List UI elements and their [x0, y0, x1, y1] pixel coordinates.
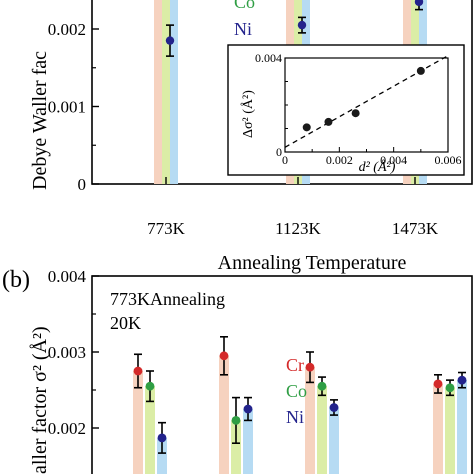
- panel-b-legend-cr: Cr: [286, 355, 304, 375]
- panel-b-point-ni-2: [329, 403, 339, 412]
- panel-a-band-co-0: [162, 0, 170, 184]
- inset-x-tick-label-3: 0.006: [435, 153, 462, 167]
- panel-b-legend-co: Co: [286, 381, 307, 401]
- panel-b-bar-cr-0: [133, 371, 143, 474]
- panel-a-y-tick-label-1: 0.001: [48, 98, 86, 117]
- panel-b-point-ni-3: [457, 375, 467, 385]
- panel-b-y-axis-label: aller factor σ² (Å²): [29, 326, 51, 474]
- panel-a-point-ni-0: [165, 36, 175, 45]
- inset-x-tick-label-1: 0.002: [326, 153, 353, 167]
- panel-b-point-ni-0: [157, 433, 167, 443]
- panel-a-x-tick-label-1: 1123K: [275, 219, 321, 238]
- panel-b-annotation-line1: 773KAnnealing: [110, 289, 225, 309]
- inset-point-0: [302, 123, 311, 132]
- panel-b-bar-co-0: [145, 386, 155, 474]
- panel-a-y-tick-label-0: 0: [78, 175, 87, 194]
- panel-b-bar-cr-3: [433, 383, 443, 474]
- panel-b-y-tick-label-2: 0.004: [48, 267, 87, 286]
- panel-a-legend-co: Co: [234, 0, 255, 12]
- panel-b-point-cr-1: [219, 351, 229, 361]
- inset-x-tick-label-2: 0.004: [380, 153, 407, 167]
- panel-a-band-cr-0: [154, 0, 162, 184]
- panel-b-point-co-3: [445, 383, 455, 393]
- panel-b-bar-co-3: [445, 387, 455, 474]
- panel-b-bar-ni-1: [243, 409, 253, 474]
- inset-x-axis-label: d² (Å²): [359, 159, 396, 175]
- inset-x-tick-label-0: 0: [282, 153, 288, 167]
- panel-a-x-tick-label-0: 773K: [147, 219, 186, 238]
- panel-b-y-tick-label-1: 0.003: [48, 343, 86, 362]
- panel-b-legend-ni: Ni: [286, 407, 304, 427]
- panel-b-label: (b): [2, 267, 30, 293]
- panel-b-point-co-1: [231, 416, 241, 425]
- panel-b-point-co-2: [317, 381, 327, 391]
- panel-b-point-cr-2: [305, 362, 315, 372]
- inset-y-tick-label-0: 0: [276, 145, 282, 159]
- inset-point-2: [351, 109, 360, 118]
- panel-a-point-ni-1: [297, 20, 307, 30]
- panel-a-y-tick-label-2: 0.002: [48, 20, 86, 39]
- panel-a: 0 0.001 0.002 773K 1123K 1473K Co Ni Debye Wa…: [29, 0, 473, 274]
- panel-b-bar-cr-2: [305, 367, 315, 474]
- panel-b-point-cr-3: [433, 379, 443, 389]
- panel-b-bar-ni-0: [157, 437, 167, 474]
- panel-a-legend-ni: Ni: [234, 19, 252, 39]
- panel-a-x-tick-label-2: 1473K: [392, 219, 439, 238]
- panel-b-annotation-line2: 20K: [110, 313, 141, 333]
- panel-b-point-cr-0: [133, 366, 143, 376]
- panel-b-frame: [91, 275, 473, 474]
- panel-a-y-axis-label: Debye Waller fac: [29, 51, 51, 190]
- panel-b-bar-ni-2: [329, 407, 339, 474]
- panel-b-y-tick-label-0: 0.002: [48, 419, 86, 438]
- inset-y-axis-label: Δσ² (Å²): [240, 90, 256, 138]
- panel-b-bar-cr-1: [219, 355, 229, 474]
- panel-b-point-co-0: [145, 381, 155, 391]
- panel-b-point-ni-1: [243, 404, 253, 414]
- panel-b: (b) 0.002 0.003 0.004 773KAnnealing 20K Cr…: [2, 267, 473, 474]
- inset-point-1: [324, 117, 333, 126]
- panel-b-bar-co-2: [317, 386, 327, 474]
- panel-a-point-ni-2: [414, 0, 424, 7]
- panel-b-bar-ni-3: [457, 380, 467, 474]
- inset-point-3: [416, 66, 425, 75]
- panel-a-frame: [91, 0, 473, 185]
- panel-a-band-ni-0: [170, 0, 178, 184]
- inset-y-tick-label-1: 0.004: [255, 51, 282, 65]
- inset-frame: [227, 44, 465, 176]
- panel-a-x-axis-label: Annealing Temperature: [218, 252, 407, 274]
- inset-plot: 0 0.002 0.004 0.006 0 0.004 d² (Å²) Δσ² (Å²): [227, 44, 465, 176]
- panel-b-bar-co-1: [231, 420, 241, 474]
